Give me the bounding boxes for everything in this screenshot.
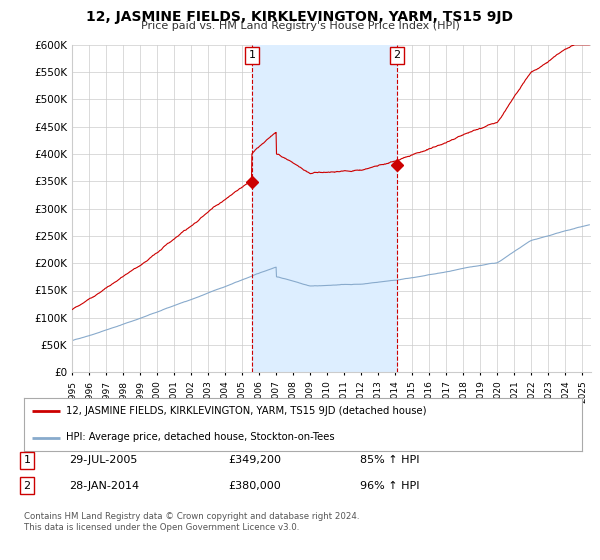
- Text: 2: 2: [23, 480, 31, 491]
- Text: HPI: Average price, detached house, Stockton-on-Tees: HPI: Average price, detached house, Stoc…: [66, 432, 334, 442]
- Text: 12, JASMINE FIELDS, KIRKLEVINGTON, YARM, TS15 9JD (detached house): 12, JASMINE FIELDS, KIRKLEVINGTON, YARM,…: [66, 406, 427, 416]
- Text: 2: 2: [393, 50, 400, 60]
- Text: 1: 1: [23, 455, 31, 465]
- Text: 29-JUL-2005: 29-JUL-2005: [69, 455, 137, 465]
- Text: 85% ↑ HPI: 85% ↑ HPI: [360, 455, 419, 465]
- Text: £380,000: £380,000: [228, 480, 281, 491]
- Text: £349,200: £349,200: [228, 455, 281, 465]
- Bar: [252, 45, 397, 372]
- Text: Price paid vs. HM Land Registry's House Price Index (HPI): Price paid vs. HM Land Registry's House …: [140, 21, 460, 31]
- Text: 96% ↑ HPI: 96% ↑ HPI: [360, 480, 419, 491]
- Text: 12, JASMINE FIELDS, KIRKLEVINGTON, YARM, TS15 9JD: 12, JASMINE FIELDS, KIRKLEVINGTON, YARM,…: [86, 10, 514, 24]
- Text: 28-JAN-2014: 28-JAN-2014: [69, 480, 139, 491]
- Text: 1: 1: [248, 50, 256, 60]
- Text: Contains HM Land Registry data © Crown copyright and database right 2024.
This d: Contains HM Land Registry data © Crown c…: [24, 512, 359, 532]
